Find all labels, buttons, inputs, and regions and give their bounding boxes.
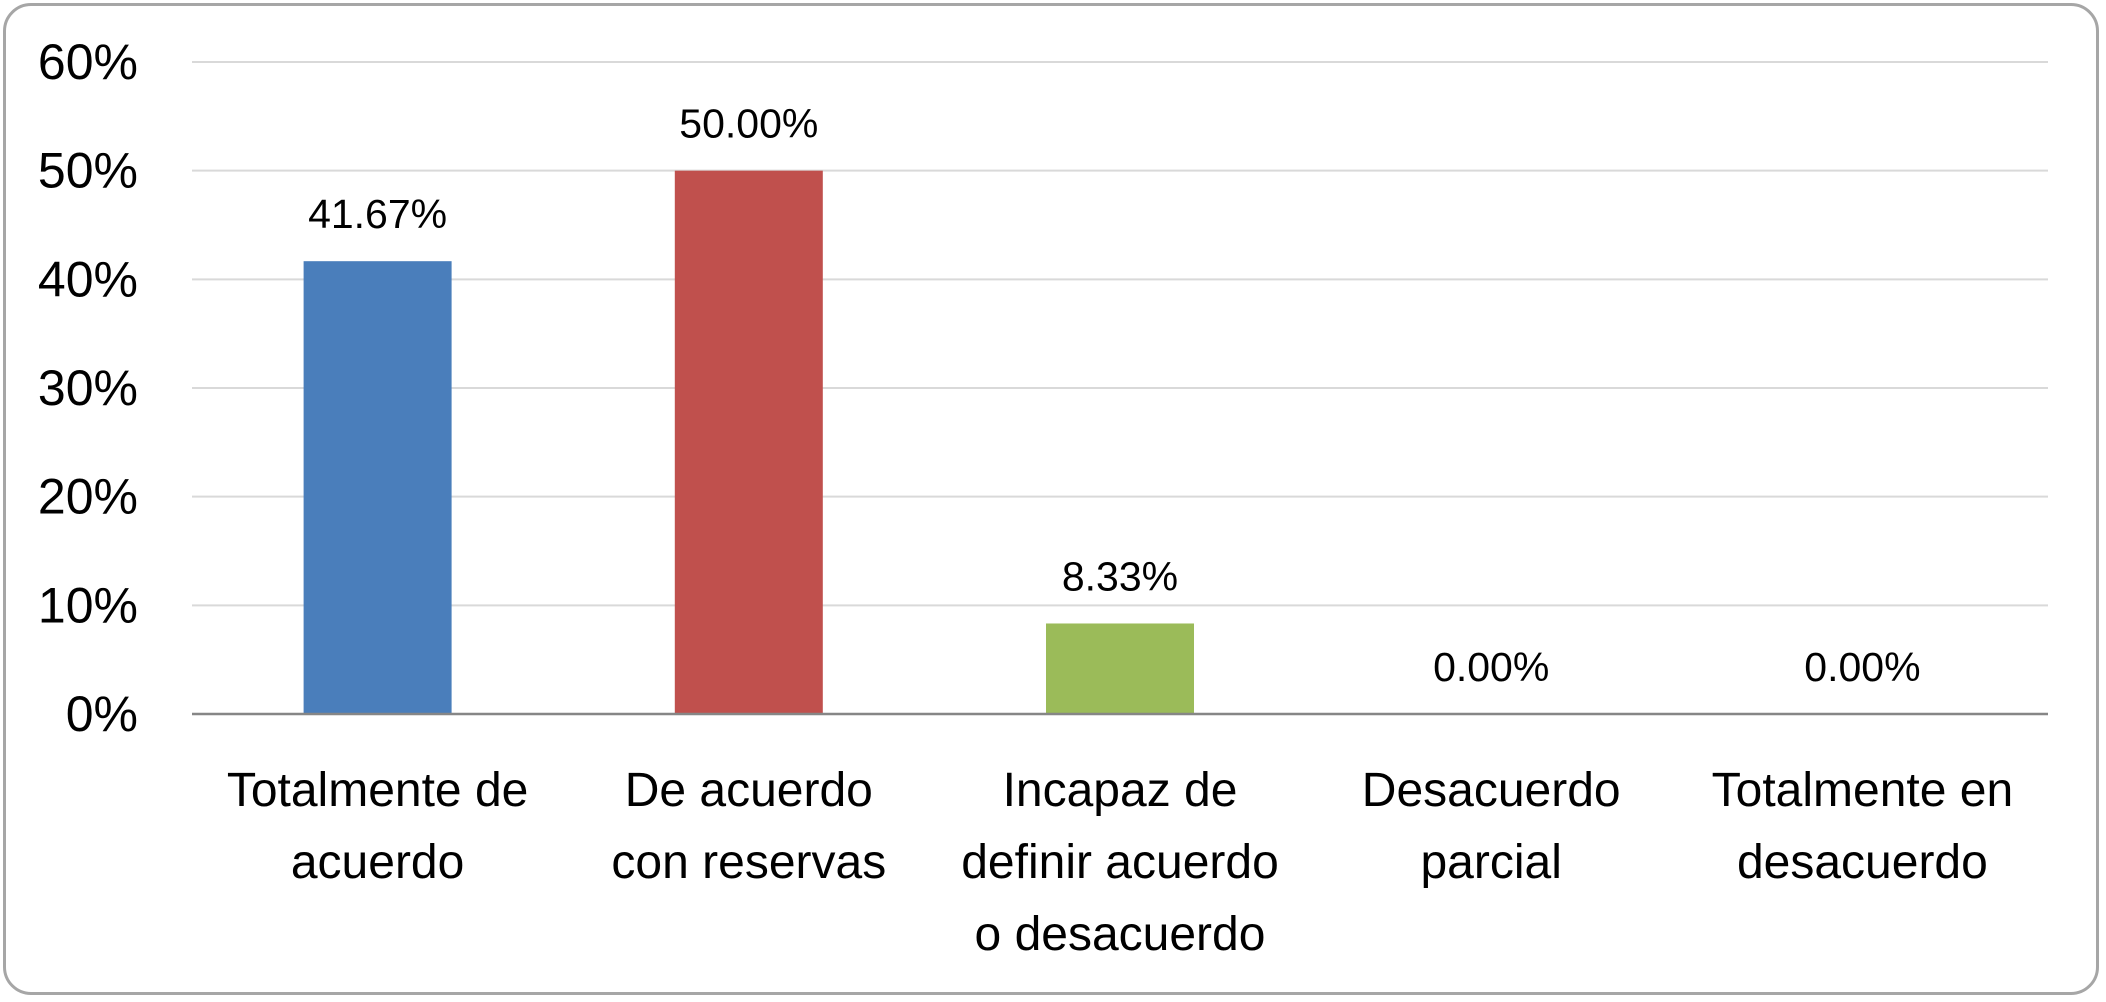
x-tick-label: con reservas (611, 836, 886, 889)
x-tick-label: De acuerdo (625, 764, 873, 817)
y-tick-label: 10% (38, 577, 138, 633)
gridlines (192, 61, 2048, 607)
x-tick-label: parcial (1420, 836, 1561, 889)
x-tick-label: Incapaz de (1003, 764, 1238, 817)
data-labels: 41.67% 50.00% 8.33% 0.00% 0.00% (308, 101, 1920, 690)
y-tick-label: 30% (38, 360, 138, 416)
bar (1046, 623, 1194, 714)
data-label: 50.00% (679, 101, 818, 147)
data-label: 8.33% (1062, 553, 1178, 599)
x-tick-label: o desacuerdo (975, 908, 1266, 961)
y-tick-label: 40% (38, 251, 138, 307)
y-tick-label: 50% (38, 143, 138, 199)
x-tick-label: desacuerdo (1737, 836, 1988, 889)
data-label: 0.00% (1433, 644, 1549, 690)
x-tick-label: Totalmente en (1712, 764, 2014, 817)
bars (303, 170, 1194, 714)
y-axis: 0% 10% 20% 30% 40% 50% 60% (38, 34, 138, 742)
data-label: 41.67% (308, 191, 447, 237)
x-tick-label: Desacuerdo (1362, 764, 1621, 817)
y-tick-label: 60% (38, 34, 138, 90)
y-tick-label: 0% (66, 686, 138, 742)
bar (303, 261, 452, 714)
bar (674, 170, 823, 714)
data-label: 0.00% (1804, 644, 1920, 690)
x-tick-label: definir acuerdo (961, 836, 1279, 889)
x-axis: Totalmente de acuerdo De acuerdo con reserv… (192, 712, 2048, 961)
y-tick-label: 20% (38, 469, 138, 525)
x-tick-label: acuerdo (291, 836, 464, 889)
x-tick-label: Totalmente de (227, 764, 529, 817)
